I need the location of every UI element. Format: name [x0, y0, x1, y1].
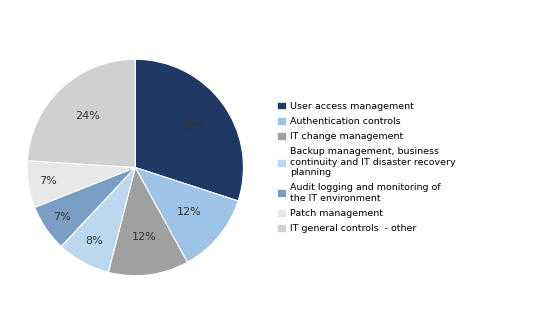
Wedge shape	[61, 168, 135, 272]
Text: 7%: 7%	[53, 212, 71, 222]
Wedge shape	[108, 168, 187, 276]
Text: 8%: 8%	[85, 237, 103, 247]
Text: 12%: 12%	[177, 207, 202, 217]
Legend: User access management, Authentication controls, IT change management, Backup ma: User access management, Authentication c…	[275, 99, 458, 236]
Wedge shape	[35, 168, 135, 246]
Text: 7%: 7%	[39, 177, 56, 186]
Wedge shape	[135, 59, 243, 201]
Text: 30%: 30%	[180, 121, 204, 131]
Text: 12%: 12%	[131, 232, 156, 242]
Text: 24%: 24%	[75, 111, 100, 121]
Wedge shape	[27, 59, 135, 168]
Wedge shape	[27, 161, 135, 207]
Wedge shape	[135, 168, 238, 262]
